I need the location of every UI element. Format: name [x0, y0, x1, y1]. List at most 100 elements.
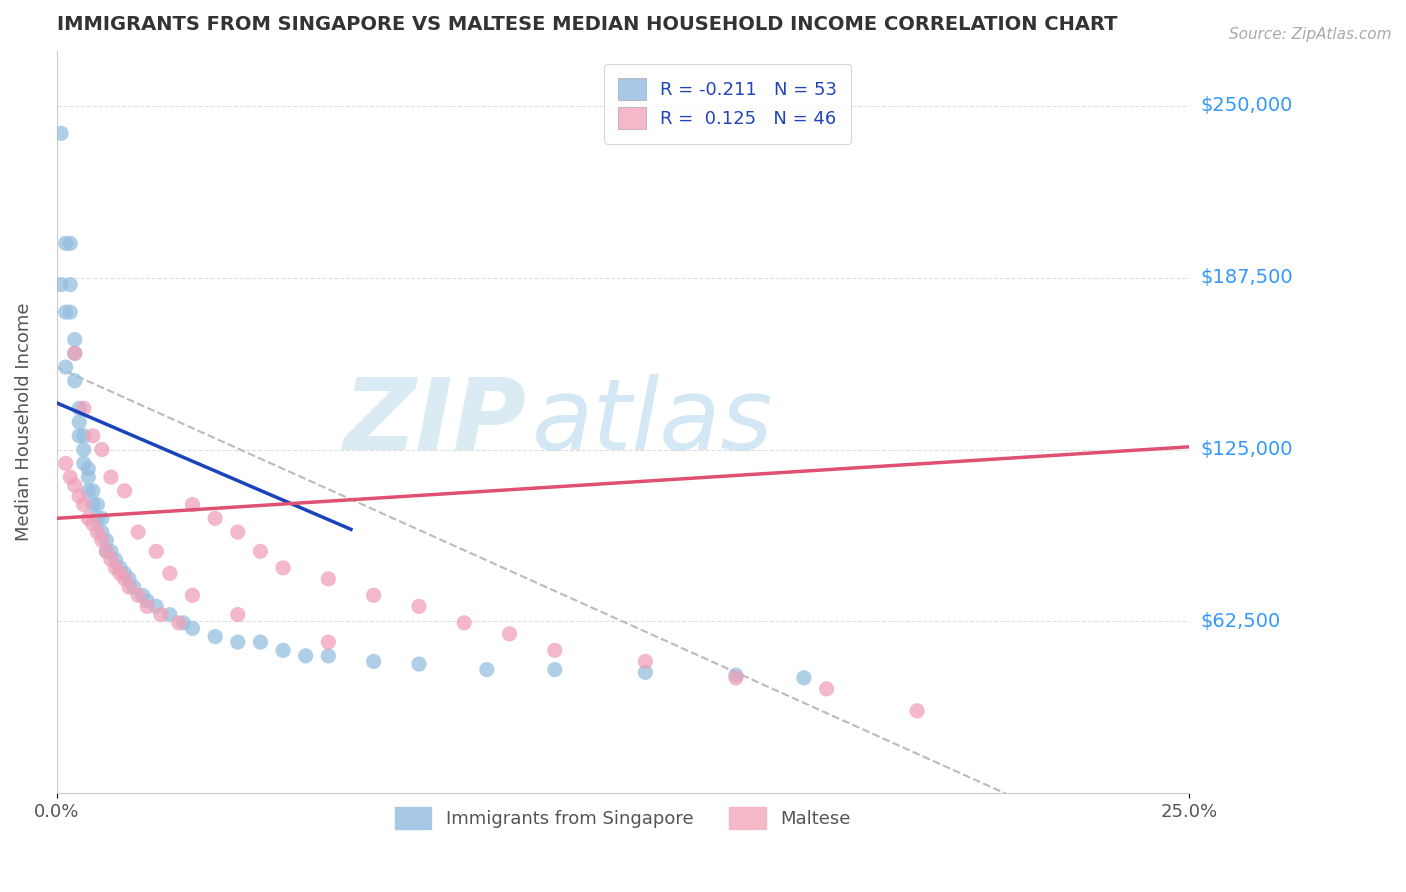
Point: [167, 615, 190, 630]
Text: atlas: atlas: [531, 374, 773, 471]
Point: [905, 704, 928, 718]
Point: [55, 456, 77, 470]
Point: [49, 277, 72, 292]
Point: [145, 599, 167, 614]
Point: [96, 544, 118, 558]
Point: [114, 572, 136, 586]
Text: $250,000: $250,000: [1199, 96, 1292, 115]
Point: [108, 561, 131, 575]
Point: [408, 599, 430, 614]
Point: [49, 126, 72, 140]
Point: [127, 525, 149, 540]
Legend: Immigrants from Singapore, Maltese: Immigrants from Singapore, Maltese: [388, 800, 858, 837]
Point: [59, 305, 82, 319]
Point: [408, 657, 430, 672]
Point: [77, 483, 100, 498]
Text: Source: ZipAtlas.com: Source: ZipAtlas.com: [1229, 27, 1392, 42]
Point: [59, 277, 82, 292]
Point: [82, 429, 104, 443]
Point: [204, 511, 226, 525]
Point: [127, 588, 149, 602]
Point: [149, 607, 172, 622]
Point: [118, 580, 141, 594]
Point: [136, 594, 159, 608]
Point: [249, 544, 271, 558]
Point: [82, 516, 104, 531]
Point: [73, 401, 96, 416]
Point: [122, 580, 145, 594]
Point: [86, 511, 108, 525]
Point: [96, 533, 118, 548]
Point: [90, 442, 112, 457]
Point: [249, 635, 271, 649]
Point: [100, 470, 122, 484]
Point: [86, 525, 108, 540]
Point: [55, 305, 77, 319]
Point: [59, 470, 82, 484]
Point: [181, 621, 204, 635]
Point: [77, 462, 100, 476]
Text: $62,500: $62,500: [1199, 612, 1281, 631]
Point: [67, 429, 90, 443]
Point: [136, 599, 159, 614]
Point: [226, 635, 249, 649]
Point: [108, 566, 131, 581]
Point: [724, 668, 747, 682]
Point: [172, 615, 194, 630]
Point: [82, 498, 104, 512]
Point: [131, 588, 153, 602]
Point: [453, 615, 475, 630]
Point: [159, 566, 181, 581]
Point: [104, 552, 127, 566]
Point: [226, 607, 249, 622]
Point: [90, 525, 112, 540]
Point: [100, 552, 122, 566]
Point: [475, 663, 498, 677]
Point: [318, 648, 340, 663]
Point: [634, 654, 657, 668]
Point: [90, 511, 112, 525]
Point: [544, 663, 567, 677]
Point: [73, 429, 96, 443]
Point: [82, 483, 104, 498]
Point: [226, 525, 249, 540]
Text: $125,000: $125,000: [1199, 440, 1292, 459]
Point: [90, 533, 112, 548]
Point: [294, 648, 316, 663]
Text: ZIP: ZIP: [343, 374, 526, 471]
Text: $187,500: $187,500: [1199, 268, 1292, 287]
Point: [634, 665, 657, 680]
Point: [181, 588, 204, 602]
Point: [73, 442, 96, 457]
Point: [271, 643, 294, 657]
Point: [55, 360, 77, 375]
Point: [67, 489, 90, 503]
Text: IMMIGRANTS FROM SINGAPORE VS MALTESE MEDIAN HOUSEHOLD INCOME CORRELATION CHART: IMMIGRANTS FROM SINGAPORE VS MALTESE MED…: [56, 15, 1118, 34]
Point: [363, 588, 385, 602]
Point: [100, 544, 122, 558]
Point: [159, 607, 181, 622]
Point: [118, 572, 141, 586]
Point: [181, 498, 204, 512]
Point: [271, 561, 294, 575]
Y-axis label: Median Household Income: Median Household Income: [15, 303, 32, 541]
Point: [114, 483, 136, 498]
Point: [114, 566, 136, 581]
Point: [59, 236, 82, 251]
Point: [55, 236, 77, 251]
Point: [724, 671, 747, 685]
Point: [498, 627, 520, 641]
Point: [363, 654, 385, 668]
Point: [63, 346, 86, 360]
Point: [96, 544, 118, 558]
Point: [544, 643, 567, 657]
Point: [318, 635, 340, 649]
Point: [104, 561, 127, 575]
Point: [86, 498, 108, 512]
Point: [793, 671, 815, 685]
Point: [63, 374, 86, 388]
Point: [73, 456, 96, 470]
Point: [63, 346, 86, 360]
Point: [77, 470, 100, 484]
Point: [318, 572, 340, 586]
